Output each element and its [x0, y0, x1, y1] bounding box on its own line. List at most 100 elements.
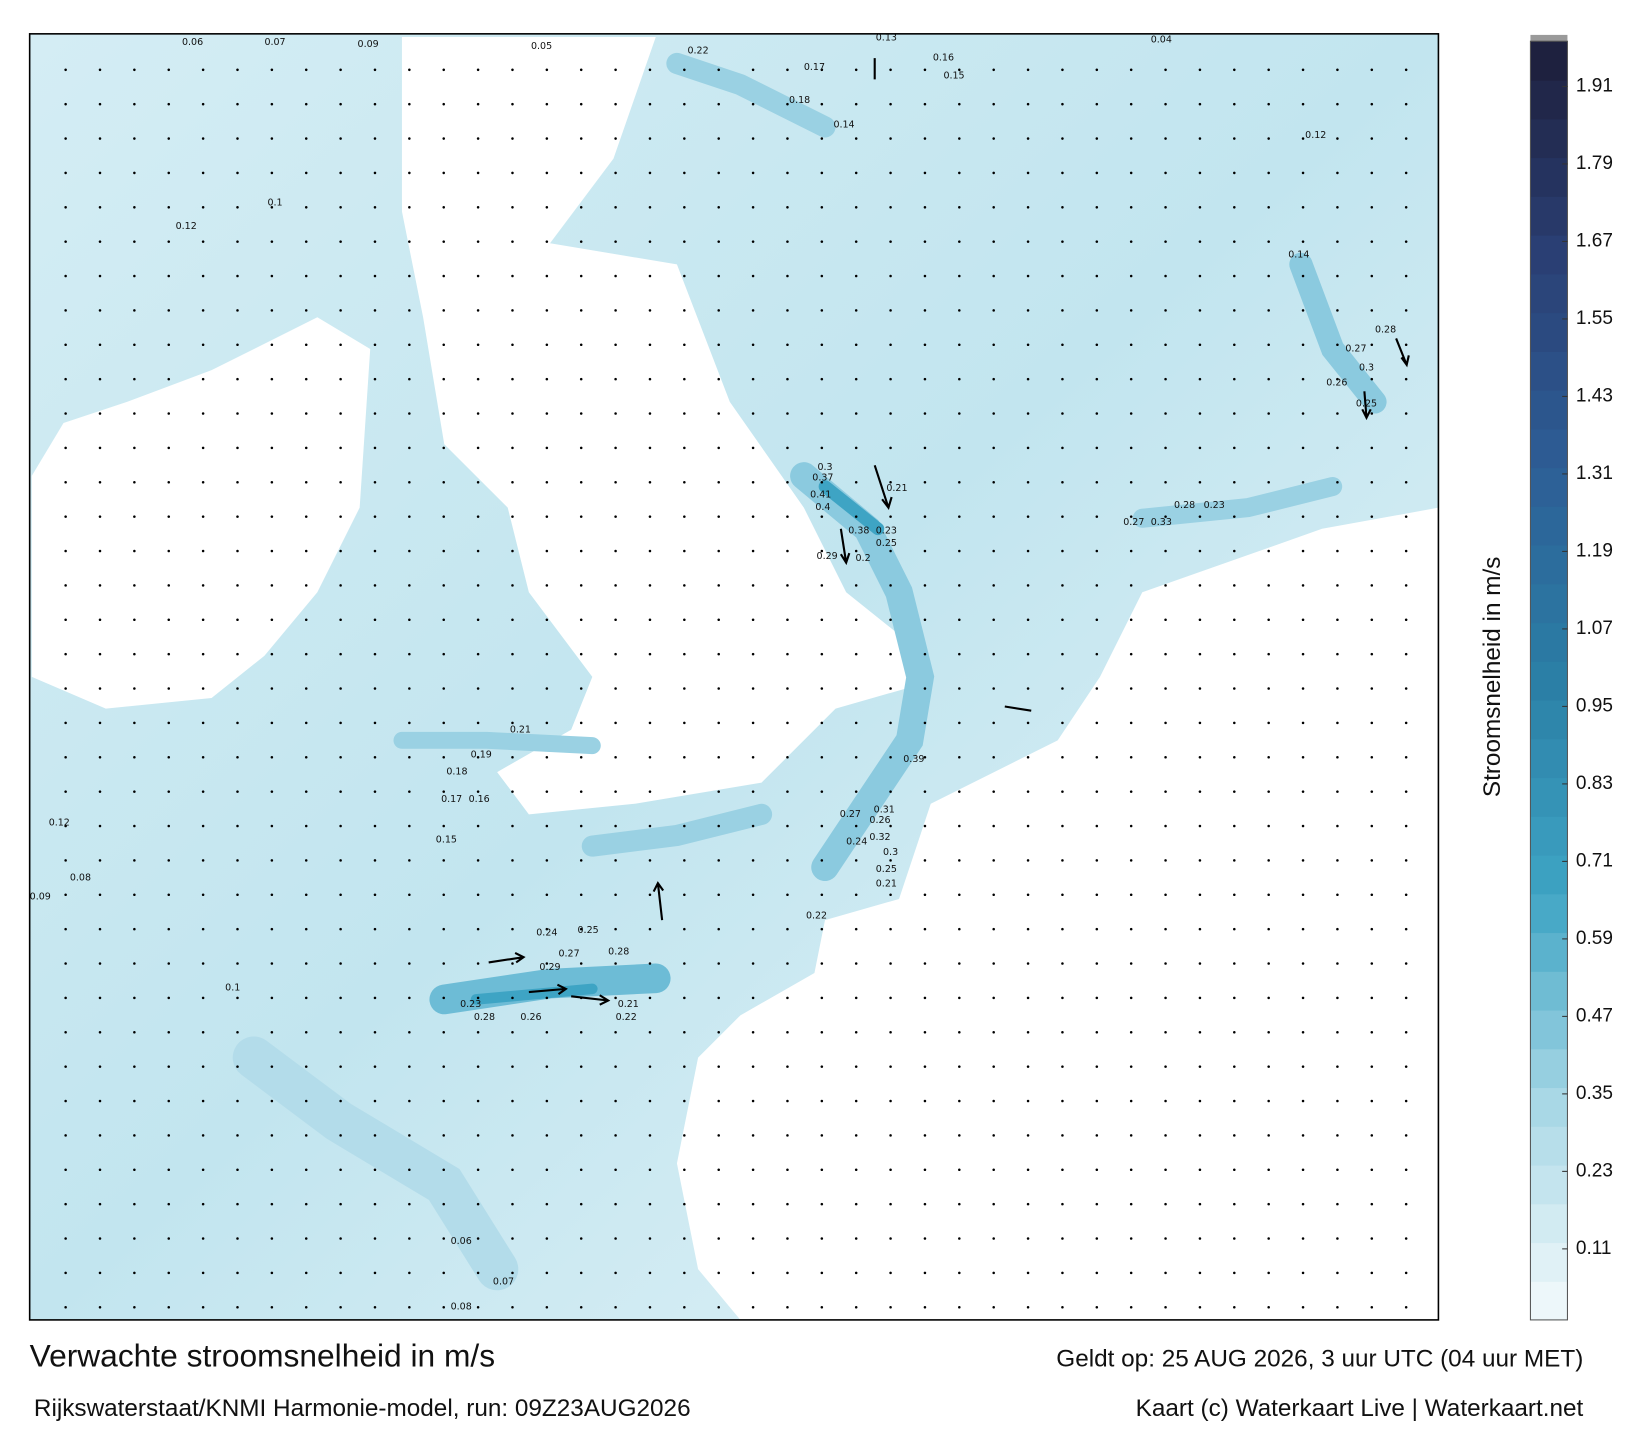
grid-dot	[1164, 1271, 1167, 1275]
grid-dot	[64, 824, 67, 828]
grid-dot	[614, 343, 617, 347]
grid-dot	[1233, 274, 1236, 278]
grid-dot	[751, 515, 755, 518]
grid-dot	[579, 1030, 583, 1034]
grid-dot	[1336, 1202, 1339, 1206]
grid-dot	[579, 377, 583, 381]
grid-dot	[511, 927, 514, 931]
grid-dot	[1267, 377, 1270, 381]
grid-dot	[786, 1305, 789, 1309]
grid-dot	[201, 1168, 205, 1171]
grid-dot	[545, 1168, 549, 1171]
grid-dot	[1233, 68, 1236, 72]
grid-dot	[717, 584, 720, 587]
grid-dot	[751, 1237, 755, 1240]
grid-dot	[167, 515, 171, 518]
grid-dot	[854, 790, 858, 793]
grid-dot	[1233, 240, 1236, 243]
colorbar-band	[1530, 1203, 1568, 1244]
grid-dot	[236, 893, 239, 897]
grid-dot	[511, 893, 514, 897]
grid-dot	[339, 1099, 342, 1103]
grid-dot	[579, 962, 583, 965]
grid-dot	[339, 206, 342, 209]
grid-dot	[889, 1305, 892, 1309]
grid-dot	[751, 824, 755, 828]
grid-dot	[889, 274, 892, 278]
grid-dot	[717, 1065, 720, 1068]
grid-dot	[992, 824, 995, 828]
grid-dot	[992, 1099, 995, 1103]
grid-dot	[1198, 1168, 1202, 1171]
grid-dot	[1061, 515, 1064, 518]
grid-dot	[511, 102, 514, 106]
grid-dot	[648, 68, 652, 72]
grid-dot	[923, 1134, 927, 1137]
map-frame	[28, 33, 1440, 1321]
grid-dot	[1164, 1237, 1167, 1240]
grid-dot	[579, 1305, 583, 1309]
grid-dot	[373, 1237, 377, 1240]
grid-dot	[1026, 1271, 1030, 1275]
grid-dot	[442, 1168, 445, 1171]
grid-dot	[1061, 68, 1064, 72]
grid-dot	[98, 1202, 102, 1206]
speed-label: 0.12	[1305, 130, 1326, 141]
grid-dot	[1370, 1237, 1374, 1240]
grid-dot	[614, 68, 617, 72]
grid-dot	[683, 481, 686, 484]
grid-dot	[373, 721, 377, 725]
grid-dot	[304, 68, 308, 72]
grid-dot	[1404, 996, 1408, 1000]
grid-dot	[545, 790, 549, 793]
grid-dot	[648, 927, 652, 931]
grid-dot	[958, 584, 961, 587]
grid-dot	[98, 893, 102, 897]
grid-dot	[339, 584, 342, 587]
grid-dot	[579, 102, 583, 106]
grid-dot	[373, 206, 377, 209]
grid-dot	[786, 549, 789, 553]
grid-dot	[717, 790, 720, 793]
grid-dot	[476, 859, 480, 862]
grid-dot	[820, 1305, 824, 1309]
colorbar-tick-label: 0.23	[1576, 1160, 1613, 1181]
grid-dot	[236, 652, 239, 656]
grid-dot	[1233, 962, 1236, 965]
grid-dot	[1164, 790, 1167, 793]
grid-dot	[167, 68, 171, 72]
grid-dot	[1404, 1134, 1408, 1137]
grid-dot	[167, 412, 171, 415]
grid-dot	[1267, 859, 1270, 862]
grid-dot	[751, 549, 755, 553]
grid-dot	[854, 102, 858, 106]
grid-dot	[201, 584, 205, 587]
grid-dot	[889, 240, 892, 243]
grid-dot	[1404, 549, 1408, 553]
grid-dot	[854, 755, 858, 759]
grid-dot	[1095, 824, 1099, 828]
grid-dot	[751, 481, 755, 484]
grid-dot	[1198, 481, 1202, 484]
grid-dot	[64, 687, 67, 690]
speed-label: 0.28	[1375, 324, 1396, 335]
grid-dot	[958, 412, 961, 415]
grid-dot	[201, 549, 205, 553]
grid-dot	[442, 446, 445, 450]
grid-dot	[476, 755, 480, 759]
grid-dot	[992, 309, 995, 312]
grid-dot	[373, 996, 377, 1000]
grid-dot	[98, 1065, 102, 1068]
speed-labels: 0.370.410.40.38 0.230.29 0.20.250.210.30.3…	[30, 34, 1396, 1313]
grid-dot	[133, 240, 136, 243]
valid-time: Geldt op: 25 AUG 2026, 3 uur UTC (04 uur…	[1056, 1346, 1583, 1373]
grid-dot	[201, 446, 205, 450]
grid-dot	[1233, 859, 1236, 862]
grid-dot	[1301, 1237, 1305, 1240]
grid-dot	[442, 309, 445, 312]
speed-label: 0.14	[833, 119, 854, 130]
grid-dot	[167, 309, 171, 312]
grid-dot	[683, 1065, 686, 1068]
colorbar-band	[1530, 854, 1568, 895]
grid-dot	[820, 1271, 824, 1275]
